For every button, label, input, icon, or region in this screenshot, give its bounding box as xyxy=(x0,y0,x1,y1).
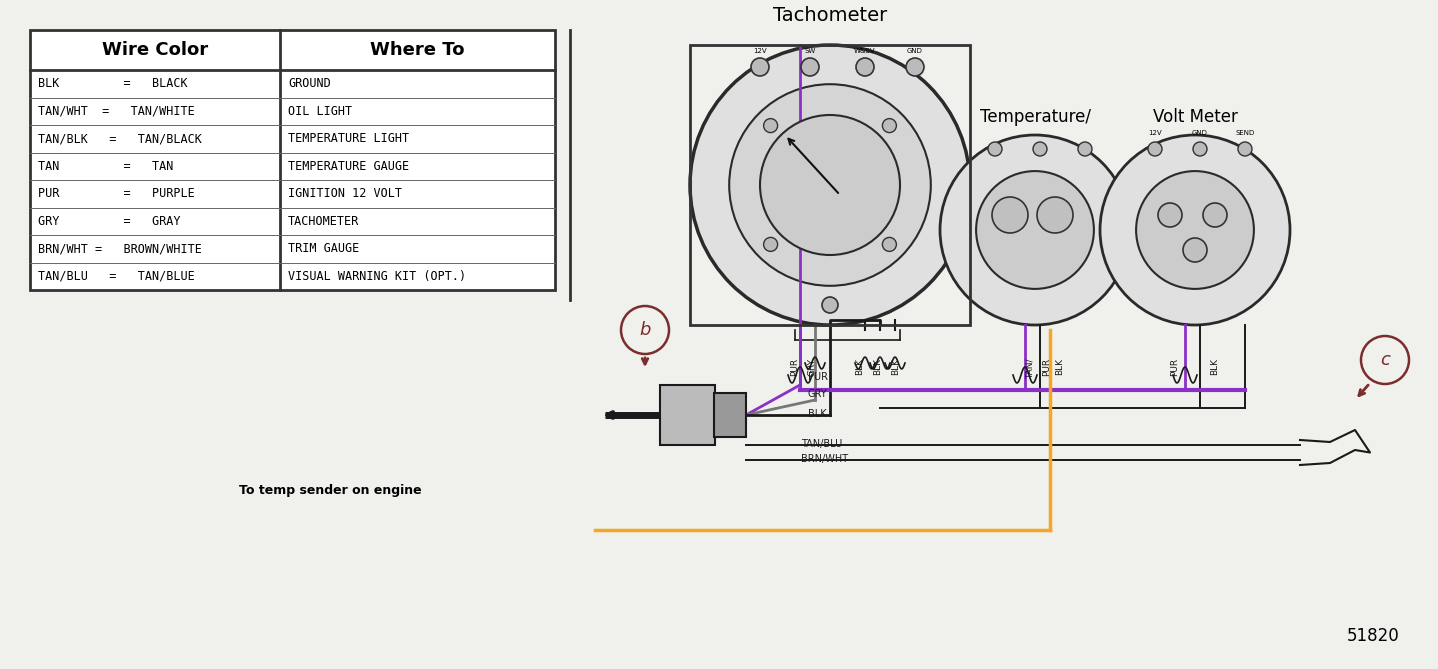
Text: BLK: BLK xyxy=(873,358,883,375)
Circle shape xyxy=(690,45,971,325)
Text: TRIM GAUGE: TRIM GAUGE xyxy=(288,242,360,256)
Circle shape xyxy=(883,237,896,252)
Text: c: c xyxy=(1380,351,1391,369)
Text: BLK         =   BLACK: BLK = BLACK xyxy=(37,77,187,90)
Text: TAN/: TAN/ xyxy=(1025,358,1034,379)
Circle shape xyxy=(976,171,1094,289)
Text: To temp sender on engine: To temp sender on engine xyxy=(239,484,421,496)
Circle shape xyxy=(1148,142,1162,156)
Circle shape xyxy=(751,58,769,76)
Circle shape xyxy=(1078,142,1091,156)
Text: PUR: PUR xyxy=(791,358,800,376)
Circle shape xyxy=(1204,203,1227,227)
Text: BLK: BLK xyxy=(808,409,827,419)
Circle shape xyxy=(1136,171,1254,289)
Text: Wire Color: Wire Color xyxy=(102,41,209,59)
Text: 12V: 12V xyxy=(1148,130,1162,136)
Circle shape xyxy=(988,142,1002,156)
Circle shape xyxy=(764,237,778,252)
Circle shape xyxy=(906,58,925,76)
Text: SEND: SEND xyxy=(1235,130,1254,136)
Text: TAN/WHT  =   TAN/WHITE: TAN/WHT = TAN/WHITE xyxy=(37,105,194,118)
Circle shape xyxy=(1183,238,1206,262)
Bar xyxy=(715,393,746,437)
Circle shape xyxy=(823,297,838,313)
Text: W&SV: W&SV xyxy=(854,48,876,54)
Text: PUR: PUR xyxy=(808,372,828,382)
Text: BLK: BLK xyxy=(1211,358,1219,375)
Text: PUR: PUR xyxy=(1171,358,1179,376)
Text: Temperature/: Temperature/ xyxy=(979,108,1090,126)
Text: SW: SW xyxy=(804,48,815,54)
Text: TACHOMETER: TACHOMETER xyxy=(288,215,360,227)
Text: TAN/BLU   =   TAN/BLUE: TAN/BLU = TAN/BLUE xyxy=(37,270,194,283)
Text: BLK: BLK xyxy=(856,358,864,375)
Text: BRN/WHT =   BROWN/WHITE: BRN/WHT = BROWN/WHITE xyxy=(37,242,201,256)
Circle shape xyxy=(761,115,900,255)
Text: TAN/BLU: TAN/BLU xyxy=(801,439,843,449)
Text: b: b xyxy=(640,321,650,339)
Text: PUR         =   PURPLE: PUR = PURPLE xyxy=(37,187,194,200)
Bar xyxy=(690,45,971,325)
Text: PUR: PUR xyxy=(1043,358,1051,376)
Text: OIL LIGHT: OIL LIGHT xyxy=(288,105,352,118)
Text: TAN         =   TAN: TAN = TAN xyxy=(37,160,174,173)
Text: Tachometer: Tachometer xyxy=(772,5,887,25)
Circle shape xyxy=(940,135,1130,325)
Text: TAN/BLK   =   TAN/BLACK: TAN/BLK = TAN/BLACK xyxy=(37,132,201,145)
Text: BLK: BLK xyxy=(892,358,900,375)
Text: GRY: GRY xyxy=(808,389,828,399)
Circle shape xyxy=(1158,203,1182,227)
Circle shape xyxy=(764,118,778,132)
Circle shape xyxy=(1037,197,1073,233)
Text: GROUND: GROUND xyxy=(288,77,331,90)
Bar xyxy=(660,385,715,445)
Text: GND: GND xyxy=(1192,130,1208,136)
Text: BLK: BLK xyxy=(1055,358,1064,375)
Text: GRY: GRY xyxy=(808,358,817,376)
Text: VISUAL WARNING KIT (OPT.): VISUAL WARNING KIT (OPT.) xyxy=(288,270,466,283)
Text: GRY         =   GRAY: GRY = GRAY xyxy=(37,215,181,227)
Circle shape xyxy=(856,58,874,76)
Text: GND: GND xyxy=(907,48,923,54)
Text: TEMPERATURE LIGHT: TEMPERATURE LIGHT xyxy=(288,132,410,145)
Circle shape xyxy=(1238,142,1252,156)
Circle shape xyxy=(883,118,896,132)
Text: TEMPERATURE GAUGE: TEMPERATURE GAUGE xyxy=(288,160,410,173)
Circle shape xyxy=(729,84,930,286)
Bar xyxy=(30,30,555,290)
Text: Volt Meter: Volt Meter xyxy=(1153,108,1238,126)
Text: BRN/WHT: BRN/WHT xyxy=(801,454,848,464)
Circle shape xyxy=(1032,142,1047,156)
Text: IGNITION 12 VOLT: IGNITION 12 VOLT xyxy=(288,187,403,200)
Text: 12V: 12V xyxy=(754,48,766,54)
Circle shape xyxy=(801,58,820,76)
Text: 51820: 51820 xyxy=(1347,627,1401,645)
Circle shape xyxy=(1194,142,1206,156)
Circle shape xyxy=(1100,135,1290,325)
Circle shape xyxy=(992,197,1028,233)
Text: Where To: Where To xyxy=(370,41,464,59)
